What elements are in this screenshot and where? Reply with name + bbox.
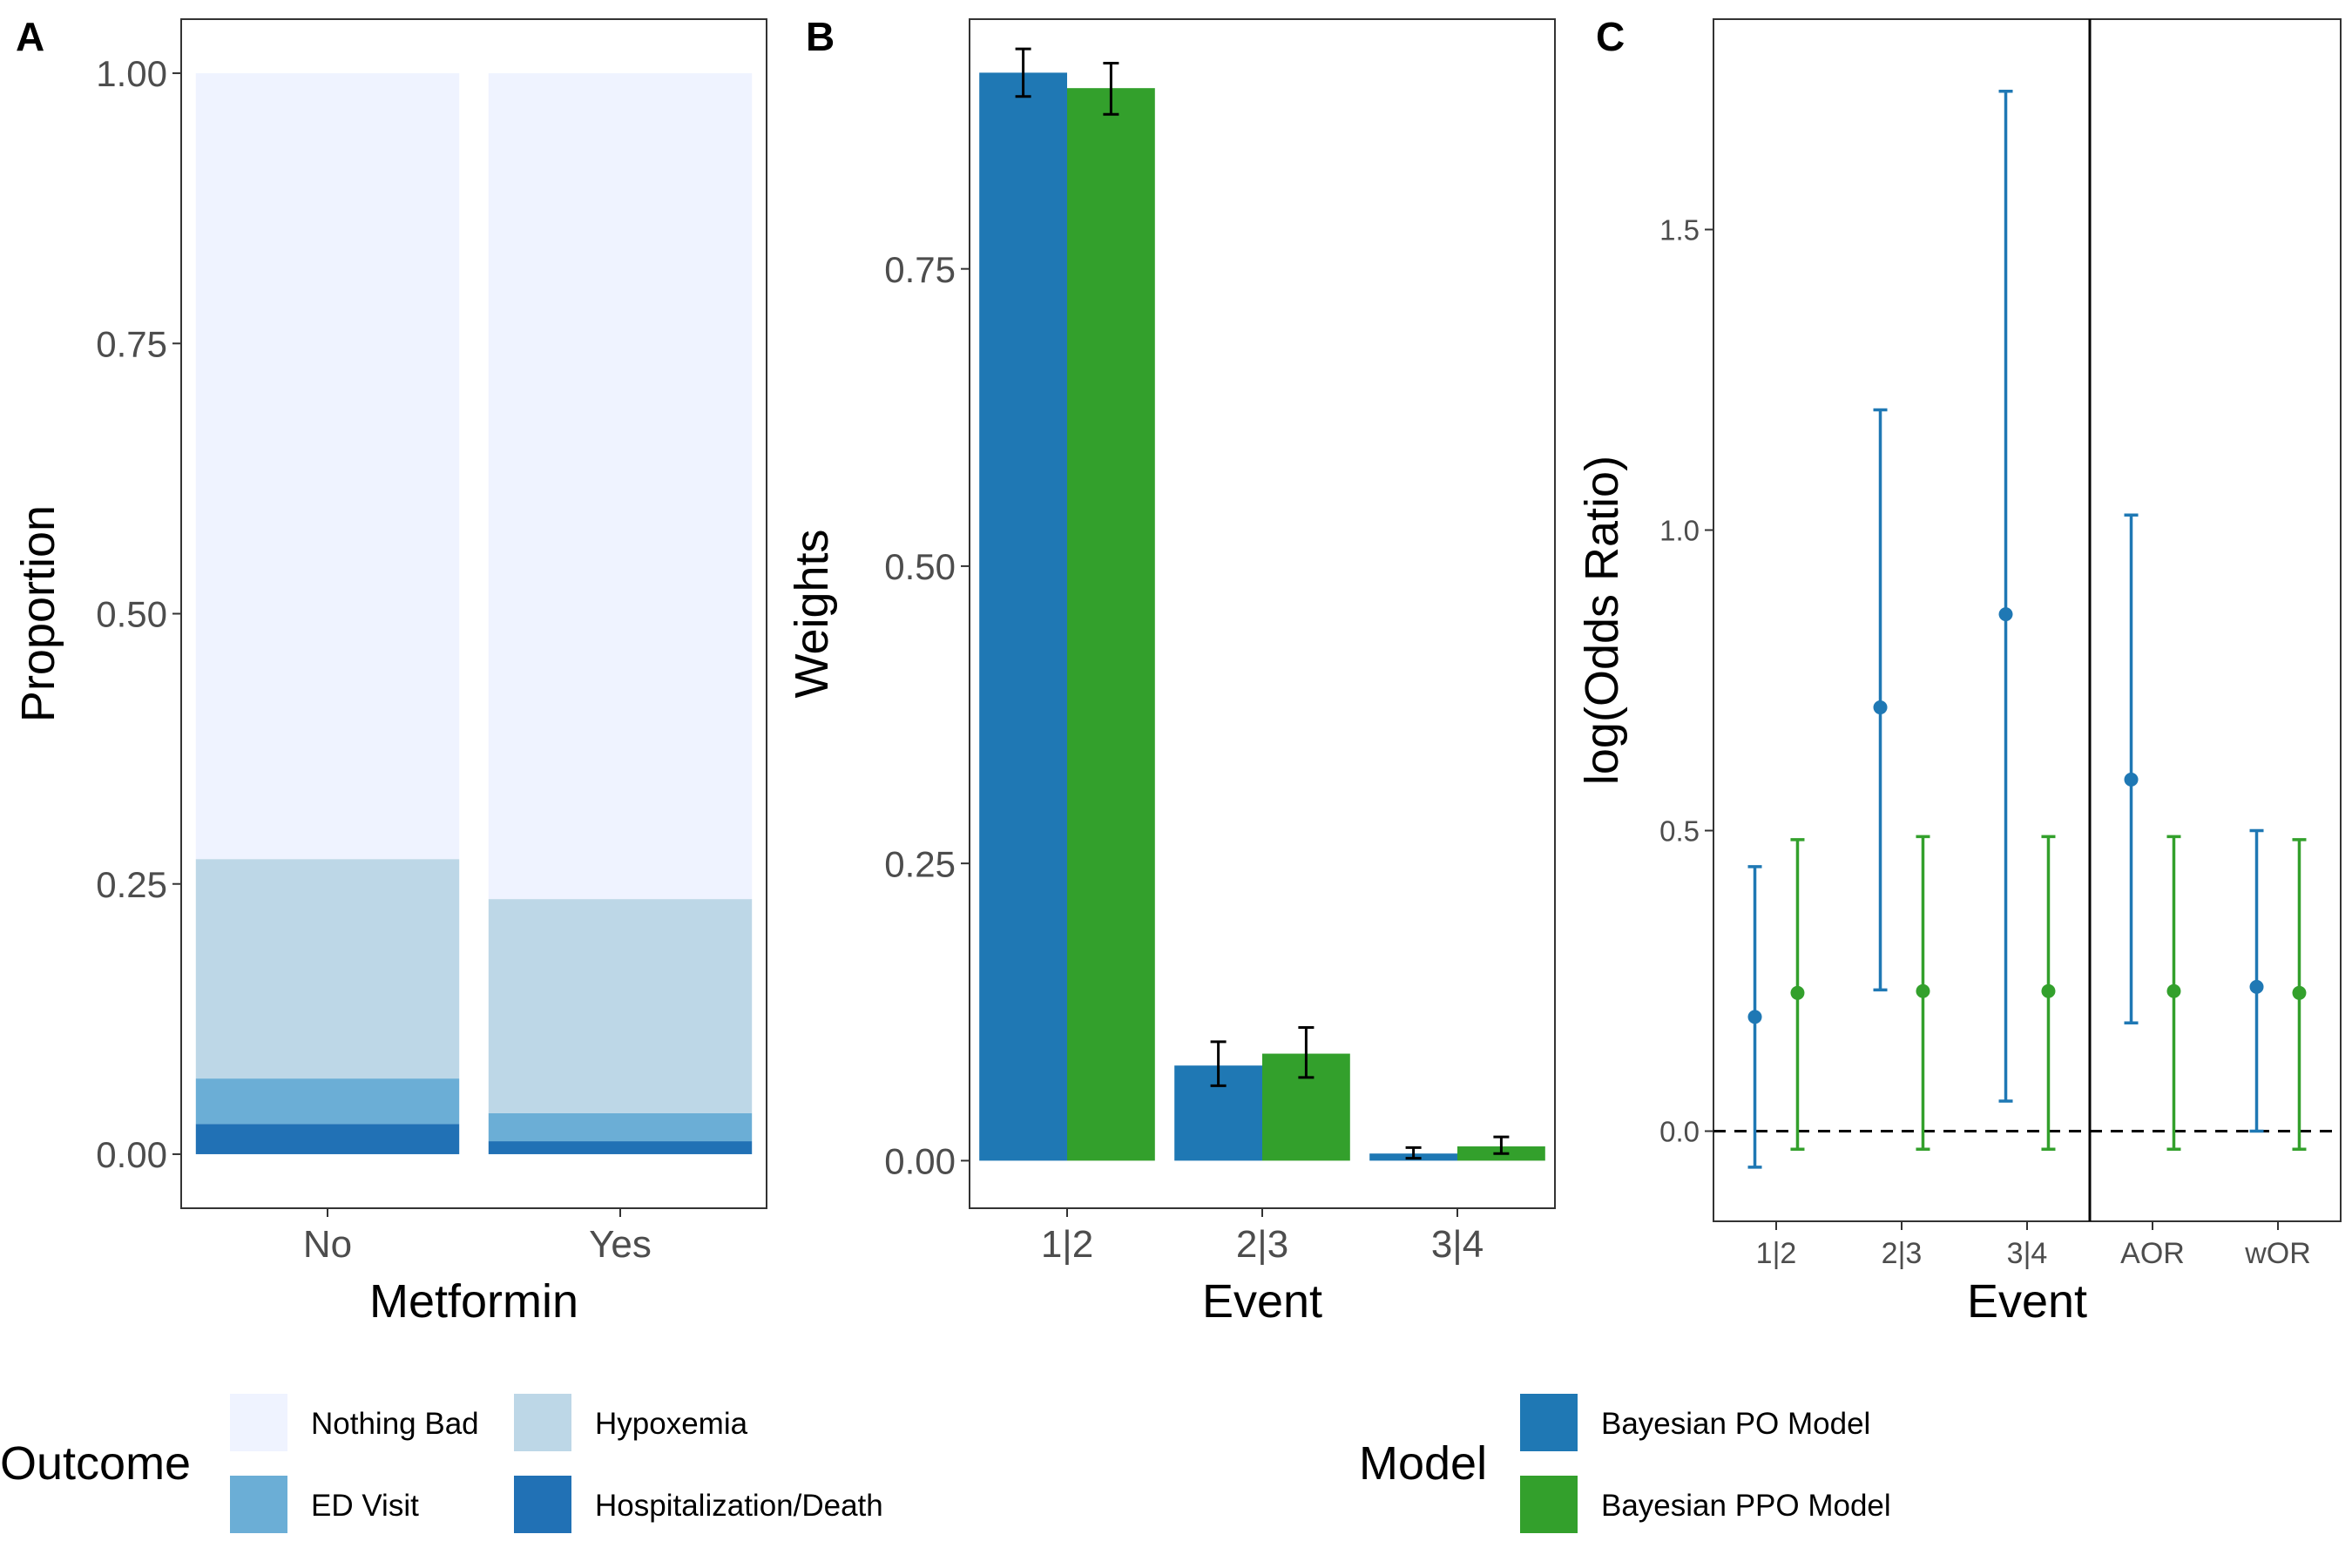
x-tick-label: 2|3 (1236, 1223, 1288, 1266)
legend-key-nothing-bad (230, 1394, 287, 1451)
point-bayesian-ppo-model-wor (2292, 985, 2307, 1000)
point-bayesian-ppo-model-aor (2166, 983, 2181, 998)
y-tick-label: 1.00 (96, 53, 167, 94)
legend-model: Model Bayesian PO Model Bayesian PPO Model (1359, 1394, 1891, 1533)
legend-outcome: Outcome Nothing Bad Hypoxemia ED Visit Hospi… (0, 1394, 883, 1533)
y-tick-label: 0.00 (96, 1134, 167, 1175)
panel-c: C 0.0 0.5 1.0 1.5 1|2 2|3 3|4 AOR wOR Event log(Odd… (1576, 14, 2342, 1328)
legend-label: Bayesian PO Model (1601, 1407, 1870, 1441)
y-axis-title: log(Odds Ratio) (1576, 456, 1628, 785)
bar-nothing-bad-no (195, 73, 460, 860)
bar-bayesian-ppo-model-0 (1067, 88, 1155, 1161)
legend-key-hospitalization-death (514, 1476, 571, 1533)
bar-hypoxemia-no (195, 859, 460, 1079)
point-bayesian-po-model-2-3 (1873, 700, 1888, 715)
x-tick-label: 3|4 (2007, 1237, 2048, 1270)
y-tick-label: 0.50 (96, 594, 167, 635)
y-tick-label: 0.25 (96, 864, 167, 905)
point-bayesian-ppo-model-1-2 (1790, 985, 1805, 1000)
legend-label: Hospitalization/Death (595, 1489, 883, 1523)
y-tick-label: 0.75 (96, 323, 167, 364)
y-tick-label: 0.75 (884, 249, 956, 290)
bar-nothing-bad-yes (488, 73, 753, 900)
x-tick-label: wOR (2244, 1237, 2311, 1270)
x-axis-title: Event (1202, 1275, 1322, 1328)
point-bayesian-po-model-3-4 (1998, 607, 2013, 622)
y-tick-label: 0.25 (884, 843, 956, 884)
point-bayesian-po-model-aor (2124, 772, 2139, 787)
legend-label: ED Visit (311, 1489, 419, 1523)
panel-tag: A (16, 14, 44, 59)
panel-tag: B (806, 14, 835, 59)
legend-key-bayesian-po-model (1520, 1394, 1578, 1451)
y-axis-title: Weights (786, 529, 838, 698)
panel-border (1713, 18, 2342, 1222)
y-axis-title: Proportion (12, 505, 64, 722)
legend-key-bayesian-ppo-model (1520, 1476, 1578, 1533)
y-tick-label: 0.0 (1659, 1115, 1700, 1147)
x-axis-title: Event (1967, 1275, 2087, 1328)
bar-ed-visit-no (195, 1078, 460, 1125)
point-bayesian-po-model-1-2 (1747, 1010, 1762, 1024)
x-tick-label: 1|2 (1756, 1237, 1797, 1270)
y-tick-label: 0.00 (884, 1141, 956, 1182)
legend-title: Model (1359, 1437, 1487, 1490)
y-tick-label: 0.50 (884, 546, 956, 587)
point-bayesian-ppo-model-3-4 (2041, 983, 2056, 998)
bar-hospitalization-death-yes (488, 1141, 753, 1154)
x-tick-label: 2|3 (1882, 1237, 1923, 1270)
y-tick-label: 1.0 (1659, 514, 1700, 546)
x-axis-title: Metformin (369, 1275, 578, 1328)
panel-b: B 0.00 0.25 0.50 0.75 1|2 2|3 3|4 Event Weights (786, 14, 1556, 1328)
legend-key-ed-visit (230, 1476, 287, 1533)
panel-tag: C (1596, 14, 1625, 59)
y-tick-label: 0.5 (1659, 814, 1700, 847)
legend-label: Bayesian PPO Model (1601, 1489, 1891, 1523)
bar-ed-visit-yes (488, 1112, 753, 1142)
x-tick-label: 3|4 (1431, 1223, 1484, 1266)
point-bayesian-po-model-wor (2249, 979, 2264, 994)
point-bayesian-ppo-model-2-3 (1916, 983, 1930, 998)
legend-key-hypoxemia (514, 1394, 571, 1451)
bar-hospitalization-death-no (195, 1124, 460, 1154)
panel-a: A 0.00 0.25 0.50 0.75 1.00 No Yes Metformin Propo… (12, 14, 767, 1328)
x-tick-label: 1|2 (1041, 1223, 1093, 1266)
x-tick-label: AOR (2120, 1237, 2185, 1270)
x-tick-label: No (303, 1223, 352, 1266)
legend-label: Hypoxemia (595, 1407, 748, 1441)
legend-title: Outcome (0, 1437, 191, 1490)
legend-label: Nothing Bad (311, 1407, 479, 1441)
bar-hypoxemia-yes (488, 899, 753, 1113)
x-tick-label: Yes (589, 1223, 652, 1266)
y-tick-label: 1.5 (1659, 213, 1700, 246)
bar-bayesian-po-model-0 (979, 72, 1067, 1161)
